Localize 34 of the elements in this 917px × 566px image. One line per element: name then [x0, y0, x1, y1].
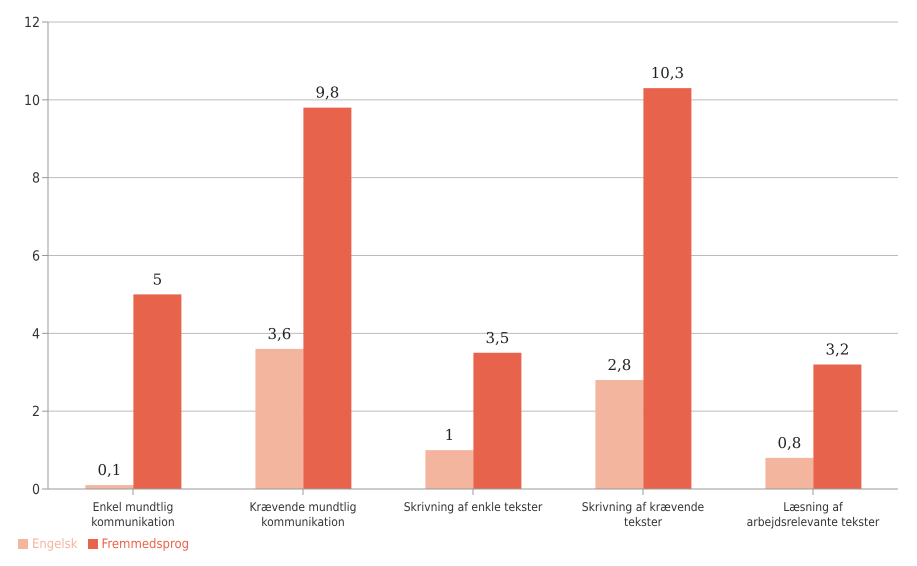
- data-label: 9,8: [315, 84, 340, 102]
- data-label: 3,6: [267, 324, 292, 343]
- bar: [595, 380, 644, 489]
- bar: [425, 450, 474, 489]
- x-tick-label: Skrivning af krævende tekster: [582, 500, 705, 529]
- legend-label: Engelsk: [32, 537, 78, 552]
- data-label: 10,3: [650, 64, 684, 82]
- y-tick-label: 4: [32, 326, 40, 342]
- bar: [303, 108, 352, 489]
- bar: [813, 364, 862, 489]
- y-tick-label: 2: [32, 404, 40, 420]
- data-label: 3,2: [825, 340, 850, 358]
- data-label: 0,8: [777, 434, 802, 452]
- bar: [473, 352, 522, 489]
- y-tick-label: 10: [24, 92, 40, 109]
- bar: [133, 294, 182, 489]
- x-tick-label: Krævende mundtlig kommunikation: [249, 500, 357, 529]
- bar: [85, 485, 134, 489]
- y-tick-label: 8: [32, 170, 40, 187]
- data-label: 3,5: [485, 328, 510, 347]
- bar: [643, 88, 692, 489]
- legend-label: Fremmedsprog: [102, 537, 190, 552]
- bar: [765, 458, 814, 489]
- data-label: 2,8: [607, 356, 632, 374]
- y-tick-label: 0: [32, 482, 40, 498]
- data-label: 1: [444, 426, 454, 444]
- x-tick-label: Læsning af arbejdsrelevante tekster: [746, 500, 880, 529]
- bar: [255, 348, 304, 489]
- x-tick-label: Enkel mundtlig kommunikation: [91, 500, 175, 529]
- y-tick-label: 6: [32, 248, 40, 264]
- data-label: 5: [152, 270, 162, 288]
- x-tick-label: Skrivning af enkle tekster: [404, 500, 543, 514]
- data-label: 0,1: [97, 461, 122, 480]
- y-tick-label: 12: [24, 14, 40, 31]
